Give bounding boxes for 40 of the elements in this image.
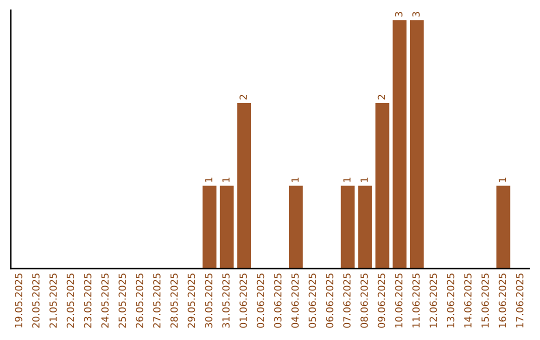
data-label: 2: [378, 94, 386, 100]
x-tick-label: 07.06.2025: [343, 274, 351, 328]
x-tick-label: 16.06.2025: [498, 274, 506, 328]
x-tick-label: 08.06.2025: [360, 274, 368, 328]
x-tick-label: 29.05.2025: [188, 274, 196, 328]
x-tick-label: 19.05.2025: [14, 274, 22, 328]
x-tick-label: 21.05.2025: [49, 274, 57, 328]
x-tick-label: 27.05.2025: [153, 274, 160, 328]
x-tick-label: 05.06.2025: [308, 274, 316, 328]
x-tick-label: 26.05.2025: [136, 274, 144, 328]
x-tick-label: 06.06.2025: [326, 274, 334, 328]
data-label: 3: [395, 12, 402, 17]
x-tick-label: 03.06.2025: [274, 274, 282, 328]
x-tick-label: 13.06.2025: [446, 274, 454, 328]
data-label: 1: [205, 178, 212, 182]
data-label: 2: [240, 94, 247, 100]
x-tick-label: 02.06.2025: [256, 274, 264, 328]
x-tick-label: 15.06.2025: [481, 274, 489, 328]
x-tick-label: 23.05.2025: [84, 274, 92, 328]
x-tick-label: 09.06.2025: [378, 274, 386, 328]
x-tick-label: 22.05.2025: [66, 274, 74, 328]
data-label: 1: [343, 178, 350, 182]
x-tick-label: 04.06.2025: [291, 274, 299, 328]
x-tick-label: 10.06.2025: [395, 274, 402, 328]
x-tick-label: 11.06.2025: [412, 274, 420, 328]
data-label: 1: [360, 178, 368, 182]
x-tick-label: 20.05.2025: [32, 274, 40, 328]
data-label: 3: [412, 12, 420, 17]
x-tick-label: 28.05.2025: [170, 274, 178, 328]
x-tick-label: 12.06.2025: [430, 274, 437, 328]
x-tick-label: 31.05.2025: [222, 274, 230, 328]
x-tick-label: 30.05.2025: [204, 274, 212, 328]
data-label: 1: [498, 178, 506, 182]
x-tick-label: 14.06.2025: [464, 274, 472, 328]
data-label: 1: [222, 178, 230, 182]
data-label: 1: [292, 178, 299, 182]
x-tick-label: 25.05.2025: [118, 274, 126, 328]
x-tick-label: 24.05.2025: [101, 274, 109, 328]
x-tick-label: 01.06.2025: [240, 274, 247, 328]
x-tick-label: 17.06.2025: [516, 274, 524, 328]
